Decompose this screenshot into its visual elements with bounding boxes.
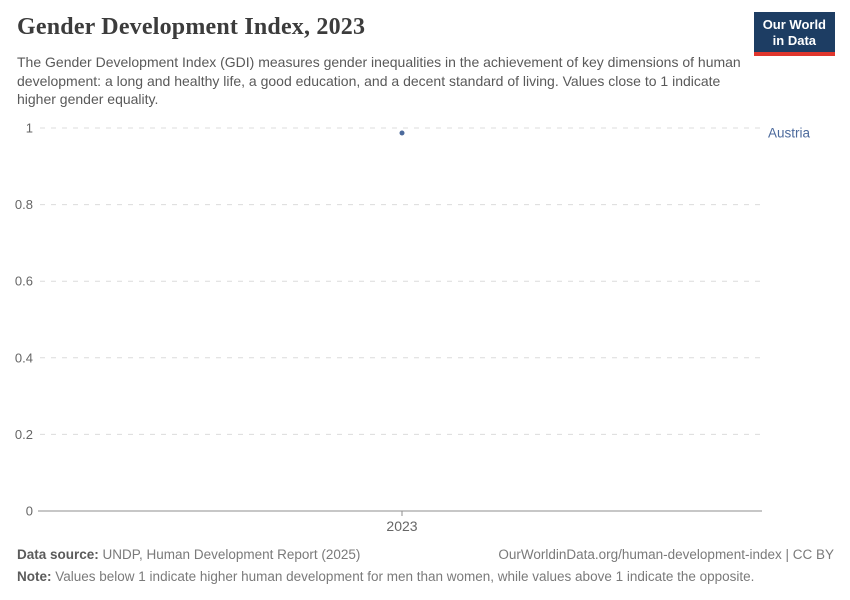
owid-logo[interactable]: Our World in Data [753, 12, 835, 56]
data-source-line: Data source: UNDP, Human Development Rep… [17, 547, 360, 562]
note-label: Note: [17, 569, 52, 584]
note-line: Note: Values below 1 indicate higher hum… [17, 569, 834, 584]
owid-logo-line1: Our World [762, 17, 826, 32]
data-source-value: UNDP, Human Development Report (2025) [98, 547, 361, 562]
chart-subtitle: The Gender Development Index (GDI) measu… [17, 54, 741, 107]
y-tick-label: 0.2 [15, 427, 33, 442]
owid-logo-line2: in Data [772, 33, 817, 48]
x-tick-label: 2023 [386, 518, 417, 534]
chart-footer: Data source: UNDP, Human Development Rep… [17, 547, 834, 584]
data-point-austria[interactable] [399, 130, 405, 136]
y-tick-label: 0 [26, 504, 33, 519]
y-tick-label: 1 [26, 121, 33, 136]
entity-label-austria[interactable]: Austria [768, 125, 811, 140]
chart-title: Gender Development Index, 2023 [17, 14, 366, 40]
y-tick-label: 0.8 [15, 197, 33, 212]
y-tick-label: 0.6 [15, 274, 33, 289]
note-value: Values below 1 indicate higher human dev… [51, 569, 755, 584]
y-tick-label: 0.4 [15, 350, 33, 365]
footer-citation-link[interactable]: OurWorldinData.org/human-development-ind… [498, 547, 834, 562]
data-source-label: Data source: [17, 547, 99, 562]
